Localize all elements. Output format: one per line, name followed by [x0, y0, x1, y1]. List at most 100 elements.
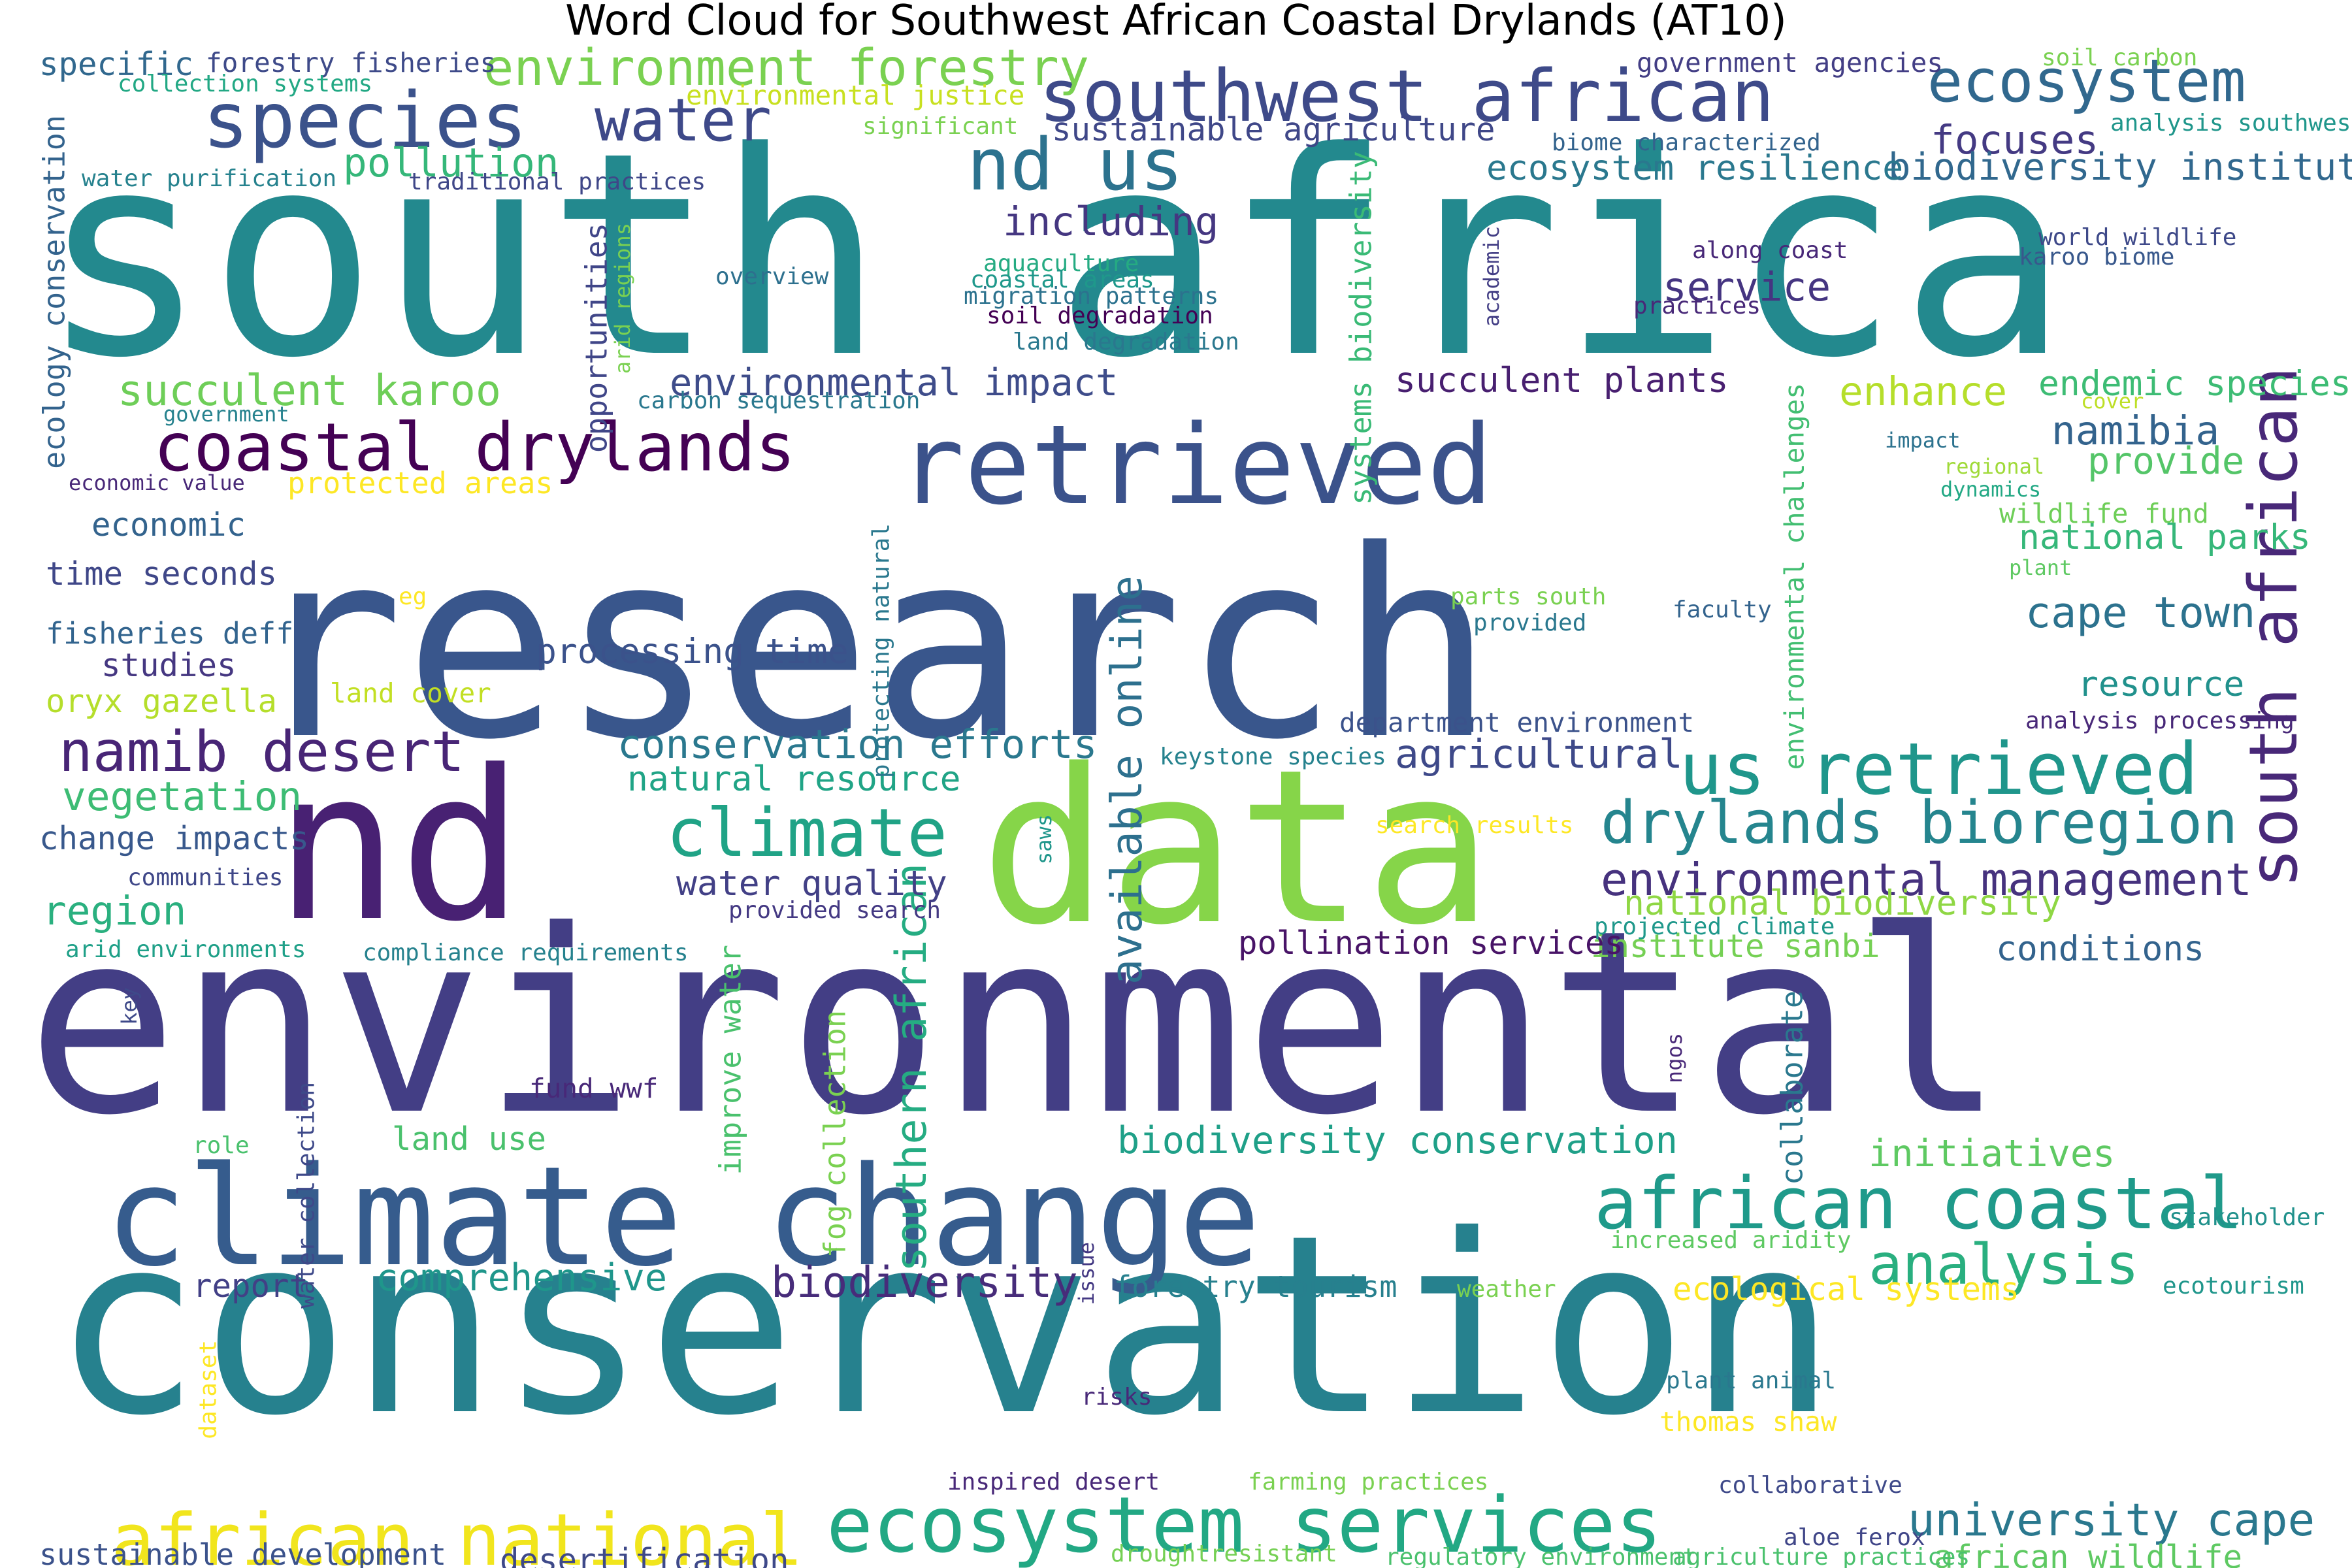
word-increased-aridity: increased aridity — [1610, 1227, 1851, 1254]
word-processing-time: processing time — [536, 632, 849, 672]
word-national-parks: national parks — [2019, 517, 2311, 557]
word-protecting-natural: protecting natural — [868, 523, 895, 778]
word-agriculture-practices: agriculture practices — [1673, 1544, 1970, 1568]
word-desertification: desertification — [500, 1542, 789, 1568]
word-land-cover: land cover — [330, 678, 491, 709]
word-government: government — [163, 402, 289, 427]
word-conservation: conservation — [52, 1183, 1837, 1470]
word-research: research — [248, 495, 1494, 796]
word-succulent-karoo: succulent karoo — [118, 367, 501, 416]
word-significant: significant — [862, 113, 1018, 140]
word-time-seconds: time seconds — [46, 555, 277, 593]
word-academic: academic — [1479, 226, 1504, 327]
word-initiatives: initiatives — [1869, 1132, 2115, 1175]
word-african-national: african national — [111, 1498, 804, 1568]
word-oryx-gazella: oryx gazella — [46, 683, 277, 720]
word-ecosystem: ecosystem — [1927, 47, 2246, 116]
word-biodiversity: biodiversity — [771, 1258, 1078, 1307]
word-inspired-desert: inspired desert — [947, 1469, 1160, 1495]
word-provided-search: provided search — [728, 897, 941, 924]
word-including: including — [1003, 199, 1219, 245]
word-thomas-shaw: thomas shaw — [1659, 1406, 1837, 1437]
word-analysis-southwest: analysis southwest — [2110, 110, 2352, 137]
word-dataset: dataset — [195, 1340, 222, 1439]
word-vegetation: vegetation — [62, 774, 302, 820]
word-opportunities: opportunities — [580, 223, 614, 453]
word-provided: provided — [1473, 610, 1586, 636]
word-collection-systems: collection systems — [118, 71, 372, 97]
word-region: region — [42, 888, 186, 934]
word-us-retrieved: us retrieved — [1679, 727, 2198, 811]
word-compliance-requirements: compliance requirements — [363, 939, 689, 966]
word-weather: weather — [1457, 1276, 1556, 1303]
word-south-africa: south africa — [39, 93, 2069, 419]
word-nd: nd — [274, 726, 524, 967]
word-agricultural: agricultural — [1395, 731, 1683, 777]
word-karoo-biome: karoo biome — [2019, 244, 2174, 270]
word-environmental-challenges: environmental challenges — [1778, 383, 1810, 770]
word-droughtresistant: droughtresistant — [1111, 1541, 1337, 1567]
word-fisheries-deff: fisheries deff — [46, 616, 293, 651]
word-economic: economic — [91, 506, 246, 544]
word-environment-forestry: environment forestry — [483, 39, 1089, 97]
word-communities: communities — [127, 864, 283, 891]
word-ecosystem-services: ecosystem services — [826, 1480, 1662, 1568]
word-natural-resource: natural resource — [627, 759, 961, 799]
word-provide: provide — [2087, 440, 2244, 483]
word-environmental-impact: environmental impact — [670, 361, 1118, 404]
word-keystone-species: keystone species — [1160, 743, 1386, 770]
word-systems-biodiversity: systems biodiversity — [1344, 151, 1379, 505]
word-species: species — [203, 75, 527, 165]
word-cover: cover — [2081, 389, 2144, 414]
word-climate-change: climate change — [105, 1137, 1261, 1297]
word-forestry-fisheries: forestry fisheries — [206, 47, 496, 78]
word-african-wildlife: african wildlife — [1934, 1539, 2242, 1568]
word-world-wildlife: world wildlife — [2038, 224, 2236, 251]
word-service: service — [1663, 264, 1831, 310]
word-projected-climate: projected climate — [1594, 913, 1835, 940]
word-enhance: enhance — [1839, 368, 2007, 415]
word-biodiversity-institute: biodiversity institute — [1888, 146, 2352, 189]
word-traditional-practices: traditional practices — [408, 169, 706, 195]
word-stakeholder: stakeholder — [2169, 1204, 2325, 1231]
word-eg: eg — [399, 583, 427, 610]
word-environmental-justice: environmental justice — [686, 80, 1024, 111]
word-carbon-sequestration: carbon sequestration — [637, 387, 920, 414]
word-data: data — [980, 723, 1493, 972]
word-water-collection: water collection — [293, 1082, 320, 1309]
word-saws: saws — [1032, 814, 1056, 864]
word-ecotourism: ecotourism — [2163, 1273, 2304, 1299]
word-risks: risks — [1081, 1384, 1152, 1411]
word-collaborate: collaborate — [1775, 990, 1810, 1185]
word-search-results: search results — [1375, 812, 1573, 839]
word-along-coast: along coast — [1692, 237, 1848, 264]
word-aloe-ferox: aloe ferox — [1784, 1524, 1925, 1551]
word-drylands-bioregion: drylands bioregion — [1601, 789, 2238, 857]
word-improve-water: improve water — [713, 945, 748, 1175]
word-available-online: available online — [1103, 576, 1152, 985]
word-ecosystem-resilience: ecosystem resilience — [1486, 148, 1903, 188]
word-focuses: focuses — [1931, 117, 2099, 163]
word-analysis: analysis — [1869, 1232, 2139, 1298]
word-conservation-efforts: conservation efforts — [617, 721, 1098, 768]
word-overview: overview — [715, 263, 829, 290]
word-southern-african: southern african — [887, 863, 936, 1272]
word-fund-wwf: fund wwf — [529, 1073, 658, 1104]
word-analysis-processing: analysis processing — [2025, 708, 2295, 734]
word-issue: issue — [1074, 1242, 1099, 1305]
word-aquaculture: aquaculture — [983, 250, 1139, 277]
word-pollination-services: pollination services — [1238, 924, 1624, 962]
word-report: report — [193, 1267, 308, 1305]
word-collaborative: collaborative — [1718, 1472, 1903, 1499]
word-change-impacts: change impacts — [39, 820, 309, 857]
word-soil-degradation: soil degradation — [987, 302, 1213, 329]
word-arid-environments: arid environments — [65, 936, 306, 963]
word-climate: climate — [666, 794, 947, 872]
word-parts-south: parts south — [1450, 583, 1606, 610]
word-south-african: south african — [2235, 367, 2313, 888]
word-sustainable-agriculture: sustainable agriculture — [1052, 111, 1495, 148]
word-ecology-conservation: ecology conservation — [37, 115, 72, 469]
word-biome-characterized: biome characterized — [1552, 129, 1821, 156]
word-faculty: faculty — [1673, 596, 1772, 623]
word-studies: studies — [101, 647, 237, 684]
